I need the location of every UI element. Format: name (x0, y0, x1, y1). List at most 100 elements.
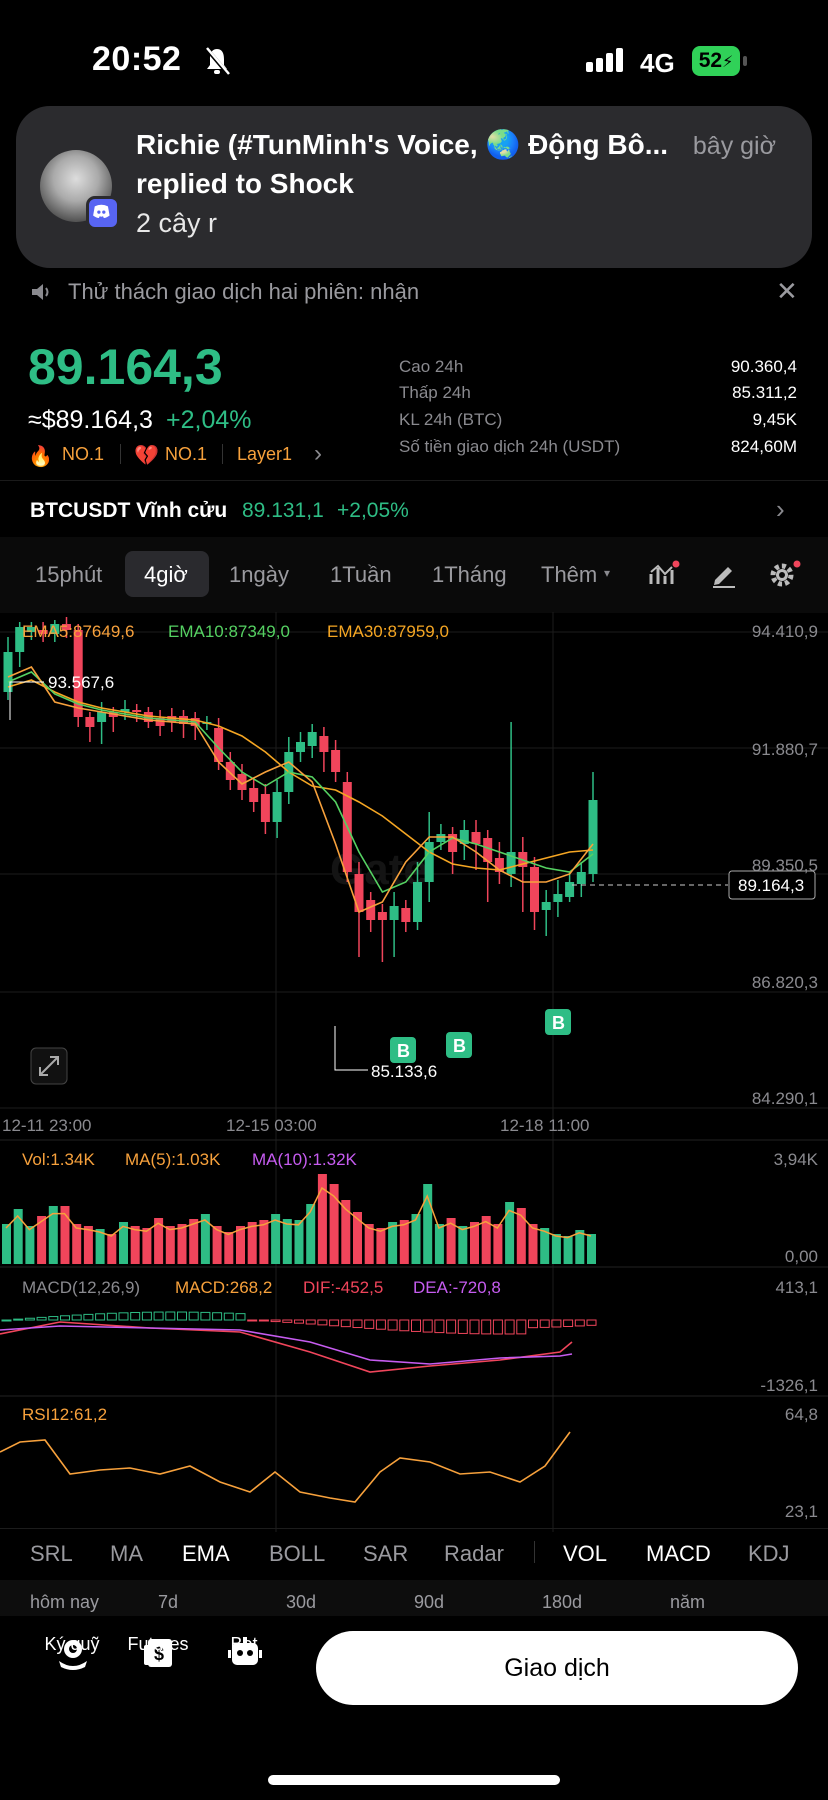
stat-value-volume: 9,45K (752, 410, 797, 429)
ema30-label: EMA30:87959,0 (327, 622, 449, 641)
vol-tick: 3,94K (773, 1150, 818, 1169)
rsi-label: RSI12:61,2 (22, 1405, 108, 1424)
price-change: +2,04% (166, 406, 252, 434)
tab-15m[interactable]: 15phút (35, 562, 103, 587)
macd-value-label: MACD:268,2 (175, 1278, 273, 1297)
stat-label-volume: KL 24h (BTC) (399, 410, 503, 429)
svg-text:B: B (397, 1041, 410, 1061)
notification-subtitle: replied to Shock (136, 168, 354, 199)
draw-icon[interactable] (710, 562, 738, 588)
rank-badge-1[interactable]: NO.1 (62, 444, 105, 464)
period-today[interactable]: hôm nay (30, 1592, 100, 1612)
trade-button[interactable]: Giao dịch (316, 1631, 798, 1705)
dea-label: DEA:-720,8 (413, 1278, 501, 1297)
indicator-kdj[interactable]: KDJ (748, 1541, 790, 1566)
stat-label-low: Thấp 24h (399, 383, 471, 402)
indicator-srl[interactable]: SRL (30, 1541, 73, 1566)
chevron-right-icon[interactable]: › (314, 440, 322, 467)
bot-icon (228, 1637, 262, 1665)
notification-body: 2 cây r (136, 208, 218, 238)
battery-cap (743, 56, 747, 66)
ema10-label: EMA10:87349,0 (168, 622, 290, 641)
close-icon[interactable]: ✕ (776, 276, 798, 306)
period-90d[interactable]: 90d (414, 1592, 445, 1612)
rank-badge-2[interactable]: NO.1 (165, 444, 208, 464)
tab-1w[interactable]: 1Tuần (330, 562, 392, 587)
stat-label-high: Cao 24h (399, 357, 464, 376)
nav-futures[interactable]: Futures (127, 1634, 189, 1654)
chevron-right-icon[interactable]: › (776, 494, 785, 524)
divider (120, 444, 121, 464)
period-bar (0, 1580, 828, 1616)
ema-lines (7, 666, 594, 914)
rsi-tick: 23,1 (784, 1502, 818, 1521)
y-tick: 94.410,9 (751, 622, 818, 641)
tab-1mo[interactable]: 1Tháng (432, 562, 507, 587)
tab-more[interactable]: Thêm (541, 562, 598, 587)
gear-icon[interactable] (768, 560, 802, 590)
active-tab-bg (125, 551, 209, 597)
indicator-radar[interactable]: Radar (444, 1541, 504, 1566)
chart-canvas[interactable]: Gate B B B (0, 612, 828, 1532)
network-type: 4G (640, 48, 675, 78)
tab-1d[interactable]: 1ngày (229, 562, 289, 587)
indicator-boll[interactable]: BOLL (269, 1541, 326, 1566)
low-label: 85.133,6 (371, 1062, 438, 1081)
period-180d[interactable]: 180d (542, 1592, 583, 1612)
stat-value-high: 90.360,4 (730, 357, 797, 376)
announcement-text[interactable]: Thử thách giao dịch hai phiên: nhận (68, 279, 420, 304)
notification-time: bây giờ (692, 132, 776, 160)
macd-tick: 413,1 (775, 1278, 818, 1297)
x-label: 12-18 11:00 (500, 1116, 590, 1135)
indicator-lines (0, 1321, 573, 1503)
indicator-sar[interactable]: SAR (363, 1541, 409, 1566)
high-marker-line (9, 681, 44, 720)
buy-marker[interactable]: B (390, 1037, 416, 1063)
period-30d[interactable]: 30d (286, 1592, 317, 1612)
tab-4h[interactable]: 4giờ (144, 562, 188, 587)
current-price-label: 89.164,3 (738, 876, 805, 895)
notification-banner[interactable] (16, 106, 812, 268)
macd-param-label: MACD(12,26,9) (22, 1278, 141, 1297)
indicator-macd[interactable]: MACD (646, 1541, 711, 1566)
category-badge[interactable]: Layer1 (237, 444, 293, 464)
approx-price: ≈$89.164,3 (28, 406, 153, 434)
heart-icon: 💔 (134, 445, 159, 467)
nav-bot[interactable]: Bot (230, 1634, 258, 1654)
macd-tick: -1326,1 (760, 1376, 818, 1395)
futures-icon: $ (144, 1639, 172, 1667)
stat-value-turnover: 824,60M (730, 437, 797, 456)
y-tick: 89.350,5 (751, 856, 818, 875)
perpetual-change: +2,05% (337, 499, 409, 522)
low-marker-line (334, 1026, 368, 1071)
x-label: 12-11 23:00 (2, 1116, 92, 1135)
grid (0, 612, 828, 1532)
indicator-icon[interactable] (648, 560, 680, 588)
svg-text:$: $ (154, 1644, 164, 1664)
notification-title: Richie (#TunMinh's Voice, 🌏 Động Bô... (136, 129, 669, 160)
buy-marker[interactable]: B (446, 1032, 472, 1058)
home-indicator[interactable] (268, 1775, 560, 1785)
svg-text:B: B (552, 1013, 565, 1033)
y-tick: 84.290,1 (751, 1089, 818, 1108)
buy-marker[interactable]: B (545, 1009, 571, 1035)
margin-icon (59, 1640, 87, 1670)
candles (3, 617, 598, 962)
high-label: 93.567,6 (48, 673, 115, 692)
perpetual-price: 89.131,1 (242, 499, 324, 522)
divider (222, 444, 223, 464)
current-price-box (728, 870, 816, 900)
silent-bell-icon (204, 46, 230, 76)
perpetual-label: BTCUSDT Vĩnh cửu (30, 499, 228, 522)
discord-icon (86, 196, 120, 230)
period-year[interactable]: năm (670, 1592, 706, 1612)
last-price: 89.164,3 (28, 339, 223, 395)
indicator-ma[interactable]: MA (110, 1541, 143, 1566)
period-7d[interactable]: 7d (158, 1592, 179, 1612)
macd-histogram (1, 1311, 597, 1335)
indicator-ema[interactable]: EMA (182, 1541, 230, 1566)
expand-icon[interactable] (30, 1047, 68, 1085)
indicator-vol[interactable]: VOL (563, 1541, 608, 1566)
ema5-label: EMA5:87649,6 (22, 622, 135, 641)
nav-margin[interactable]: Ký quỹ (44, 1634, 100, 1654)
